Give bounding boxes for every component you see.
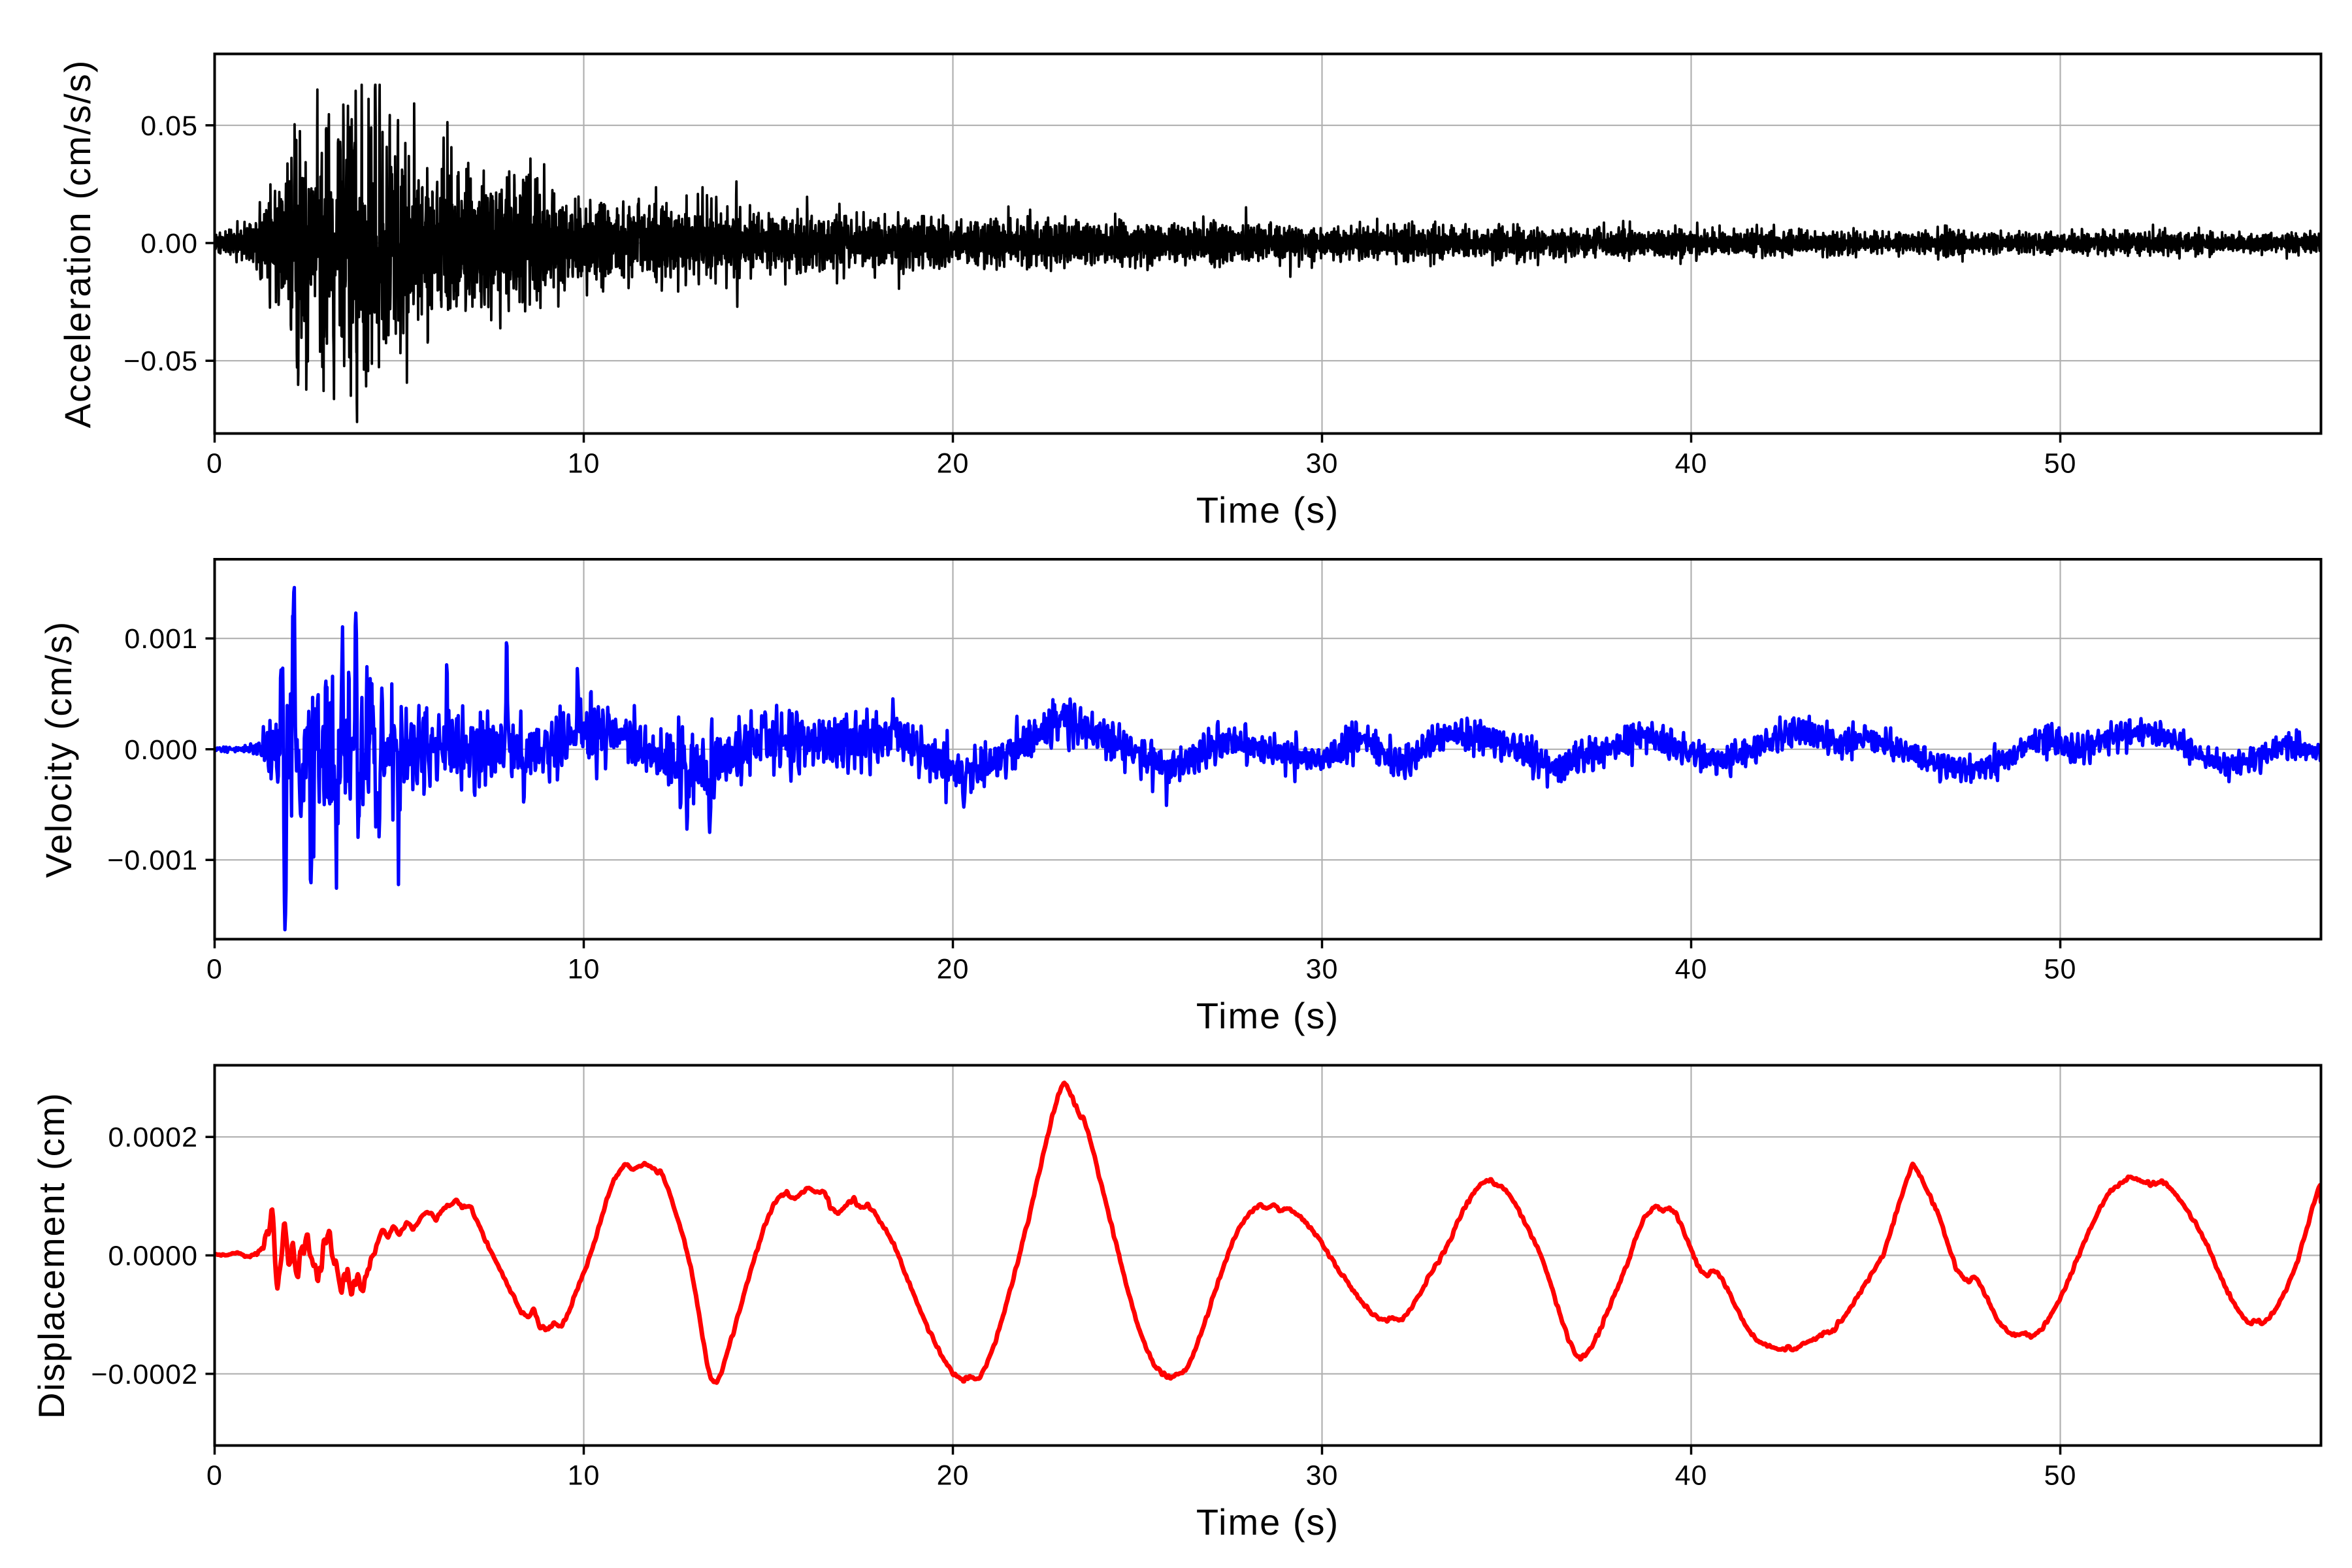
svg-text:50: 50	[2044, 1460, 2077, 1492]
svg-text:30: 30	[1306, 1460, 1339, 1492]
svg-text:10: 10	[568, 1460, 600, 1492]
svg-text:Displacement (cm): Displacement (cm)	[31, 1092, 72, 1419]
svg-text:0: 0	[206, 448, 223, 480]
svg-text:Time (s): Time (s)	[1196, 489, 1339, 531]
svg-text:30: 30	[1306, 954, 1339, 985]
svg-text:0.0000: 0.0000	[108, 1241, 198, 1272]
svg-text:20: 20	[937, 954, 970, 985]
svg-text:0.000: 0.000	[124, 734, 198, 766]
svg-text:0: 0	[206, 1460, 223, 1492]
svg-text:40: 40	[1675, 448, 1708, 480]
svg-text:20: 20	[937, 1460, 970, 1492]
svg-text:Time (s): Time (s)	[1196, 1501, 1339, 1543]
svg-text:Acceleration (cm/s/s): Acceleration (cm/s/s)	[57, 59, 98, 429]
svg-text:0.00: 0.00	[140, 228, 198, 259]
svg-text:50: 50	[2044, 448, 2077, 480]
svg-text:40: 40	[1675, 1460, 1708, 1492]
svg-text:40: 40	[1675, 954, 1708, 985]
svg-text:Velocity (cm/s): Velocity (cm/s)	[38, 621, 79, 878]
svg-text:0: 0	[206, 954, 223, 985]
svg-text:−0.0002: −0.0002	[91, 1359, 198, 1390]
svg-text:10: 10	[568, 448, 600, 480]
svg-text:Time (s): Time (s)	[1196, 995, 1339, 1036]
svg-text:−0.001: −0.001	[107, 845, 198, 876]
svg-text:30: 30	[1306, 448, 1339, 480]
svg-text:20: 20	[937, 448, 970, 480]
svg-text:0.0002: 0.0002	[108, 1122, 198, 1153]
svg-text:0.001: 0.001	[124, 623, 198, 655]
svg-text:10: 10	[568, 954, 600, 985]
svg-text:50: 50	[2044, 954, 2077, 985]
svg-text:0.05: 0.05	[140, 110, 198, 142]
svg-text:−0.05: −0.05	[123, 346, 198, 377]
